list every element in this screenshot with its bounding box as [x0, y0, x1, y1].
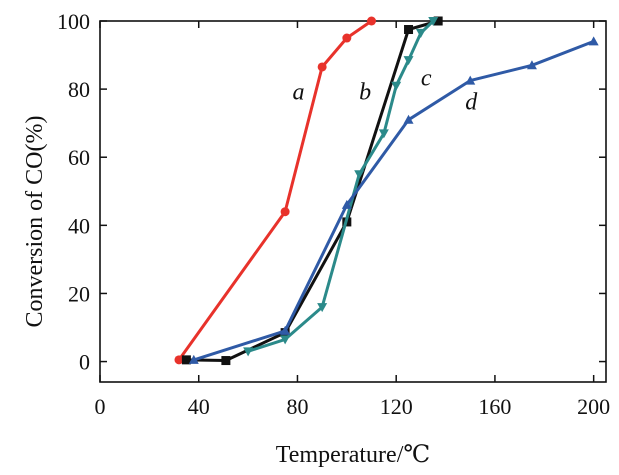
plot-area-frame [99, 20, 607, 383]
series-b-point [181, 355, 191, 365]
x-axis-label: Temperature/℃ [276, 442, 430, 468]
series-c-point [317, 303, 328, 313]
series-c-label: c [421, 66, 432, 92]
x-tick-label: 40 [188, 394, 210, 419]
series-c-point [415, 28, 426, 38]
series-d-line [193, 40, 595, 362]
series-b-label: b [359, 79, 371, 105]
series-d-point [341, 199, 352, 209]
series-a-point [280, 207, 290, 217]
axis-ticks: 0 40 80 120 160 200 0 20 40 60 80 100 [57, 9, 610, 419]
y-tick-label: 80 [68, 77, 90, 102]
x-tick-label: 120 [380, 394, 413, 419]
series-b-point [404, 25, 414, 35]
series-c-point [243, 347, 254, 357]
series-a-line [177, 19, 373, 361]
y-axis-label: Conversion of CO(%) [22, 116, 48, 328]
series-d-point [280, 325, 291, 335]
x-tick-label: 0 [95, 394, 106, 419]
x-tick-label: 80 [286, 394, 308, 419]
series-a: a [174, 16, 377, 365]
y-tick-label: 100 [57, 9, 90, 34]
x-tick-label: 200 [577, 394, 610, 419]
series-d-point [465, 75, 476, 85]
series-c-point [391, 81, 402, 91]
y-tick-label: 0 [79, 350, 90, 375]
series-c: c [243, 17, 439, 357]
series-a-label: a [293, 79, 305, 105]
series-c-point [280, 335, 291, 345]
y-tick-label: 60 [68, 145, 90, 170]
series-b-point [221, 356, 231, 366]
series-a-point [317, 62, 327, 72]
series-b-line [186, 19, 439, 362]
series-d-point [188, 354, 199, 364]
series-c-point [354, 170, 365, 180]
y-tick-label: 40 [68, 213, 90, 238]
series-c-point [403, 56, 414, 66]
series-layer: a b c d [174, 16, 599, 366]
series-b-point [433, 16, 443, 26]
series-d-point [403, 114, 414, 124]
series-c-line [247, 19, 435, 353]
series-c-point [378, 129, 389, 139]
series-a-point [342, 33, 352, 43]
series-c-point [428, 17, 439, 26]
series-d: d [188, 36, 599, 364]
x-tick-label: 160 [478, 394, 511, 419]
series-a-point [174, 355, 184, 365]
y-tick-label: 20 [68, 281, 90, 306]
series-d-point [526, 60, 537, 70]
series-d-label: d [465, 90, 478, 116]
series-a-point [367, 16, 377, 26]
series-d-point [588, 36, 599, 46]
